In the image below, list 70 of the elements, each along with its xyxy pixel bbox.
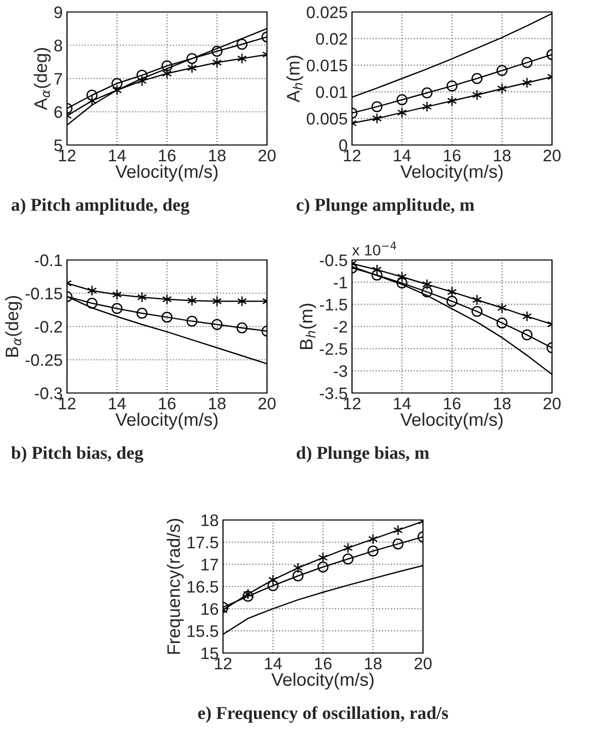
y-tick-label: 0.025 — [306, 6, 348, 18]
y-tick-label: -0.25 — [26, 354, 62, 366]
x-tick-label: 12 — [59, 398, 76, 410]
x-tick-label: 18 — [365, 658, 382, 670]
x-tick-label: 20 — [258, 150, 276, 162]
y-tick-label: -3.5 — [320, 387, 348, 400]
y-tick-label: 6 — [54, 106, 62, 118]
x-tick-label: 16 — [159, 398, 176, 410]
y-tick-label: 0.01 — [316, 86, 348, 98]
y-tick-label: 0 — [339, 139, 348, 152]
y-axis-title: B$_{α}$(deg) — [5, 296, 22, 357]
text: d) Plunge bias, m — [296, 446, 430, 463]
x-axis-title: Velocity(m/s) — [115, 412, 218, 430]
text: x 10$^{−4}$ — [352, 242, 396, 256]
x-axis-title: Velocity(m/s) — [115, 164, 218, 182]
y-tick-label: 16 — [202, 603, 218, 615]
x-tick-label: 14 — [109, 150, 126, 162]
y-tick-label: 0.02 — [316, 33, 347, 45]
text: a) Pitch amplitude, deg — [12, 198, 190, 215]
x-tick-label: 18 — [209, 150, 226, 162]
y-tick-label: 15.5 — [188, 625, 218, 638]
y-tick-label: 5 — [54, 140, 62, 152]
y-tick-label: -1 — [334, 276, 348, 288]
y-axis-title: A$_{α}$(deg) — [34, 48, 51, 110]
y-tick-label: -3 — [334, 365, 348, 378]
y-axis-title: B$_{h}$(m) — [299, 304, 316, 349]
x-tick-label: 20 — [258, 398, 276, 410]
y-tick-label: -0.3 — [34, 387, 62, 400]
x-tick-label: 18 — [209, 398, 226, 410]
y-tick-label: -1.5 — [320, 298, 348, 311]
y-tick-label: 17.5 — [188, 536, 218, 548]
x-axis-title: Velocity(m/s) — [400, 412, 503, 430]
x-tick-label: 12 — [344, 150, 360, 162]
x-tick-label: 16 — [444, 398, 461, 410]
y-tick-label: 7 — [54, 73, 62, 85]
text: b) Pitch bias, deg — [11, 446, 144, 463]
x-axis-title: Velocity(m/s) — [400, 164, 503, 182]
y-tick-label: -0.5 — [320, 254, 348, 266]
text: e) Frequency of oscillation, rad/s — [198, 706, 448, 723]
x-tick-label: 20 — [414, 658, 432, 670]
x-tick-label: 14 — [394, 150, 411, 162]
x-tick-label: 20 — [544, 150, 561, 162]
y-tick-label: 16.5 — [188, 580, 218, 593]
text: c) Plunge amplitude, m — [296, 198, 474, 215]
y-tick-label: -2.5 — [320, 343, 348, 355]
x-tick-label: 16 — [159, 150, 176, 162]
x-tick-label: 14 — [265, 658, 282, 670]
y-tick-label: 9 — [54, 6, 62, 18]
y-axis-title: Frequency(rad/s) — [166, 518, 184, 654]
y-tick-label: -2 — [334, 320, 347, 333]
y-tick-label: -0.2 — [34, 320, 62, 333]
x-tick-label: 18 — [494, 150, 511, 162]
y-tick-label: 8 — [54, 40, 62, 52]
y-tick-label: -0.1 — [34, 254, 62, 266]
y-tick-label: 0.015 — [306, 60, 348, 72]
x-tick-label: 16 — [444, 150, 461, 162]
y-tick-label: 17 — [202, 558, 218, 570]
y-tick-label: -0.15 — [26, 288, 62, 300]
x-tick-label: 14 — [109, 398, 126, 410]
x-tick-label: 12 — [215, 658, 232, 670]
y-tick-label: 18 — [202, 514, 218, 526]
x-axis-title: Velocity(m/s) — [271, 672, 374, 690]
y-tick-label: 0.005 — [306, 112, 348, 125]
x-tick-label: 12 — [344, 398, 360, 410]
x-tick-label: 12 — [59, 150, 76, 162]
y-tick-label: 15 — [202, 648, 218, 660]
x-tick-label: 20 — [544, 398, 561, 410]
x-tick-label: 14 — [394, 398, 411, 410]
x-tick-label: 18 — [494, 398, 511, 410]
y-axis-title: A$_{h}$(m) — [286, 56, 304, 102]
